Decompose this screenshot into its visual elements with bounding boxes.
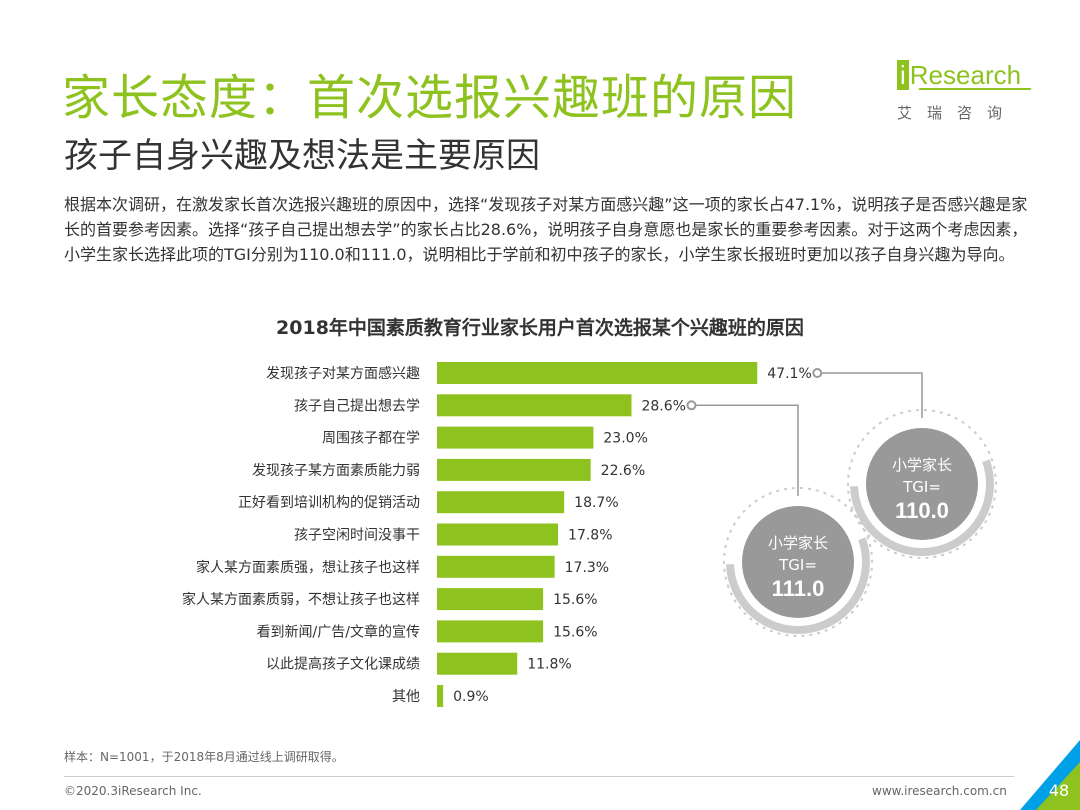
corner-green-triangle xyxy=(1036,762,1080,810)
value-label: 11.8% xyxy=(527,657,571,673)
tgi-badge-value: 111.0 xyxy=(772,576,825,601)
bar xyxy=(437,685,444,707)
page-number: 48 xyxy=(1048,781,1070,800)
value-label: 0.9% xyxy=(453,689,489,705)
bar xyxy=(437,620,544,643)
bar xyxy=(437,458,591,481)
value-label: 15.6% xyxy=(553,624,597,640)
value-label: 47.1% xyxy=(767,366,811,382)
bar xyxy=(437,588,544,611)
connector-dot xyxy=(686,400,697,411)
chart-title: 2018年中国素质教育行业家长用户首次选报某个兴趣班的原因 xyxy=(276,317,804,339)
value-label: 17.3% xyxy=(565,560,609,576)
bar xyxy=(437,555,555,578)
category-label: 家人某方面素质弱，不想让孩子也这样 xyxy=(182,591,420,608)
logo-i-mark: i xyxy=(897,60,909,90)
category-label: 其他 xyxy=(392,689,420,705)
value-label: 28.6% xyxy=(641,398,685,414)
logo-wordmark-text: Research xyxy=(909,60,1022,90)
tgi-badge xyxy=(742,506,854,618)
value-label: 15.6% xyxy=(553,592,597,608)
tgi-badge-tgi: TGI= xyxy=(778,556,817,574)
tgi-badge xyxy=(866,428,978,540)
logo-wordmark: i Research xyxy=(893,60,1027,90)
connector-line xyxy=(817,372,923,418)
bar xyxy=(437,523,559,546)
website-link[interactable]: www.iresearch.com.cn xyxy=(872,784,1007,798)
category-label: 发现孩子对某方面感兴趣 xyxy=(266,365,420,382)
category-label: 看到新闻/广告/文章的宣传 xyxy=(257,623,420,640)
page-corner-decoration xyxy=(1020,740,1080,810)
tgi-badge-label: 小学家长 xyxy=(768,534,828,552)
connector-dot xyxy=(812,368,823,378)
category-label: 周围孩子都在学 xyxy=(322,431,420,447)
page-title: 家长态度：首次选报兴趣班的原因 xyxy=(62,70,798,126)
bar xyxy=(437,362,758,384)
bar-chart: 发现孩子对某方面感兴趣 47.1% 孩子自己提出想去学 28.6% 周围孩子都在学 23.… xyxy=(182,362,997,707)
value-label: 23.0% xyxy=(603,431,647,447)
badge-ring xyxy=(850,412,994,556)
bar xyxy=(437,652,518,675)
sample-footnote: 样本：N=1001，于2018年8月通过线上调研取得。 xyxy=(64,750,344,764)
bar xyxy=(437,426,594,449)
copyright-text: ©2020.3iResearch Inc. xyxy=(64,784,202,798)
tgi-badge-tgi: TGI= xyxy=(902,478,941,496)
bar xyxy=(437,394,632,417)
category-label: 家人某方面素质强，想让孩子也这样 xyxy=(196,559,420,576)
connector-line xyxy=(691,404,799,496)
tgi-badge-value: 110.0 xyxy=(895,498,949,523)
iresearch-logo: i Research 艾瑞咨询 xyxy=(893,58,1033,128)
badge-ring-dashes xyxy=(847,409,997,559)
page-subtitle: 孩子自身兴趣及想法是主要原因 xyxy=(64,136,540,176)
value-label: 17.8% xyxy=(568,528,612,544)
footer-divider xyxy=(64,776,1014,777)
bar xyxy=(437,491,565,514)
tgi-badge-label: 小学家长 xyxy=(892,456,952,474)
category-label: 发现孩子某方面素质能力弱 xyxy=(252,463,420,479)
category-label: 以此提高孩子文化课成绩 xyxy=(266,656,420,673)
value-label: 22.6% xyxy=(601,463,645,479)
logo-chinese-name: 艾瑞咨询 xyxy=(897,104,1018,122)
category-label: 孩子自己提出想去学 xyxy=(294,398,420,414)
category-label: 正好看到培训机构的促销活动 xyxy=(238,495,420,511)
badge-ring-dashes xyxy=(723,487,873,637)
value-label: 18.7% xyxy=(574,495,618,511)
category-label: 孩子空闲时间没事干 xyxy=(294,528,420,544)
description-paragraph: 根据本次调研，在激发家长首次选报兴趣班的原因中，选择“发现孩子对某方面感兴趣”这… xyxy=(64,195,1028,264)
